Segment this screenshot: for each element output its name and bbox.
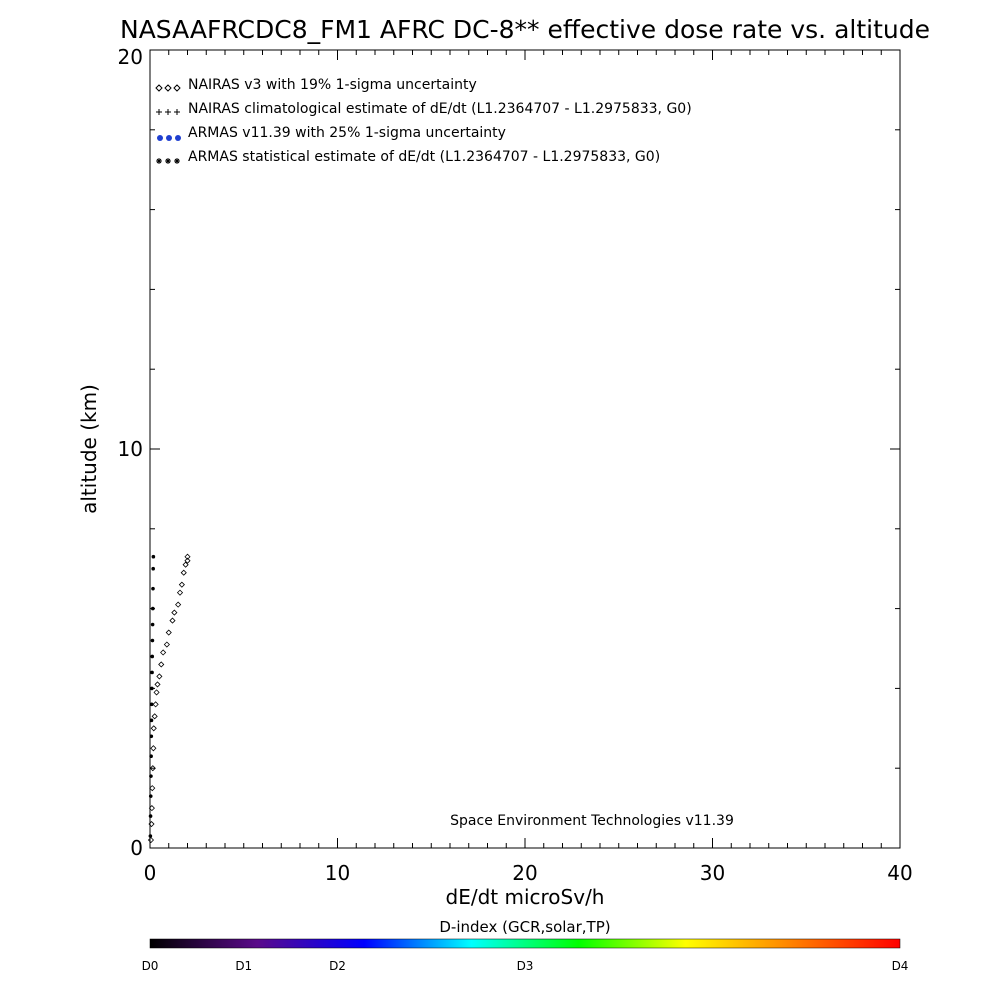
series-1-point-2 — [148, 794, 153, 798]
series-0-point-9 — [153, 689, 160, 696]
x-tick-label-0: 0 — [144, 861, 157, 885]
series-0-point-8 — [152, 701, 159, 708]
x-tick-label-30: 30 — [700, 861, 725, 885]
series-0-point-22 — [182, 561, 189, 568]
legend-label-nairas-v3: NAIRAS v3 with 19% 1-sigma uncertainty — [188, 77, 477, 93]
series-1-point-15 — [151, 566, 155, 571]
x-tick-label-20: 20 — [512, 861, 537, 885]
series-0-point-7 — [151, 713, 158, 720]
series-0-point-20 — [178, 581, 185, 588]
series-1-point-16 — [151, 554, 156, 559]
series-0-point-18 — [175, 601, 182, 608]
series-1-point-3 — [149, 774, 153, 778]
series-0-point-14 — [163, 641, 170, 648]
x-tick-label-10: 10 — [325, 861, 350, 885]
legend-symbol-plus — [156, 109, 180, 115]
series-1-point-10 — [150, 654, 155, 659]
y-tick-label-0: 0 — [130, 836, 143, 860]
series-0-point-1 — [148, 820, 155, 828]
y-axis-title: altitude (km) — [77, 384, 101, 514]
series-1-point-7 — [149, 702, 154, 707]
series-0-point-6 — [150, 725, 157, 732]
series-0-point-5 — [150, 745, 157, 752]
series-1-point-9 — [150, 670, 154, 675]
x-tick-label-40: 40 — [887, 861, 912, 885]
y-tick-label-10: 10 — [118, 437, 143, 461]
legend-symbol-dot — [157, 135, 181, 141]
series-0-point-0 — [147, 836, 155, 844]
data-marks — [147, 553, 191, 844]
colorbar-label-d1: D1 — [235, 959, 252, 973]
legend: NAIRAS v3 with 19% 1-sigma uncertainty N… — [155, 77, 692, 165]
chart-title: NASAAFRCDC8_FM1 AFRC DC-8** effective do… — [120, 15, 930, 44]
colorbar-label-d2: D2 — [329, 959, 346, 973]
x-tick-labels: 0 10 20 30 40 — [144, 861, 913, 885]
colorbar-label-d3: D3 — [517, 959, 534, 973]
axis-ticks — [149, 49, 901, 849]
series-1-point-8 — [150, 686, 154, 691]
series-1-point-14 — [151, 586, 155, 591]
y-tick-label-20: 20 — [118, 45, 143, 69]
series-0-point-19 — [176, 589, 184, 596]
series-0-point-10 — [154, 681, 161, 688]
series-0-point-11 — [156, 673, 163, 680]
series-0-point-21 — [180, 569, 187, 576]
legend-label-armas-statistical: ARMAS statistical estimate of dE/dt (L1.… — [188, 149, 660, 165]
series-1-point-13 — [151, 606, 155, 611]
legend-label-armas-v11: ARMAS v11.39 with 25% 1-sigma uncertaint… — [188, 125, 506, 141]
series-1-point-4 — [149, 754, 153, 759]
series-0-point-24 — [184, 553, 191, 560]
legend-label-nairas-climatological: NAIRAS climatological estimate of dE/dt … — [188, 101, 692, 117]
credit-annotation: Space Environment Technologies v11.39 — [450, 813, 734, 829]
series-1-point-11 — [150, 638, 155, 643]
series-0-point-15 — [165, 629, 172, 636]
series-0-point-12 — [158, 661, 165, 668]
series-0-point-13 — [160, 649, 167, 656]
plot-frame — [149, 49, 901, 849]
series-0-point-2 — [148, 805, 155, 812]
series-0-point-23 — [184, 557, 191, 564]
colorbar-labels: D0 D1 D2 D3 D4 — [142, 959, 909, 973]
colorbar-title: D-index (GCR,solar,TP) — [439, 918, 610, 936]
colorbar — [149, 938, 901, 949]
series-1-point-6 — [149, 718, 154, 723]
series-1-point-1 — [148, 814, 153, 818]
series-0-point-17 — [171, 609, 178, 616]
legend-symbol-asterisk — [156, 158, 180, 164]
series-0-point-4 — [149, 765, 156, 772]
series-1-point-12 — [150, 622, 155, 627]
x-axis-title: dE/dt microSv/h — [446, 885, 605, 909]
series-1-point-5 — [149, 734, 154, 739]
legend-symbol-diamond — [155, 84, 181, 92]
series-0-point-16 — [169, 617, 176, 624]
y-tick-labels: 0 10 20 — [118, 45, 143, 860]
colorbar-label-d0: D0 — [142, 959, 159, 973]
series-1-point-0 — [148, 834, 153, 838]
series-0-point-3 — [149, 785, 156, 792]
colorbar-label-d4: D4 — [892, 959, 909, 973]
